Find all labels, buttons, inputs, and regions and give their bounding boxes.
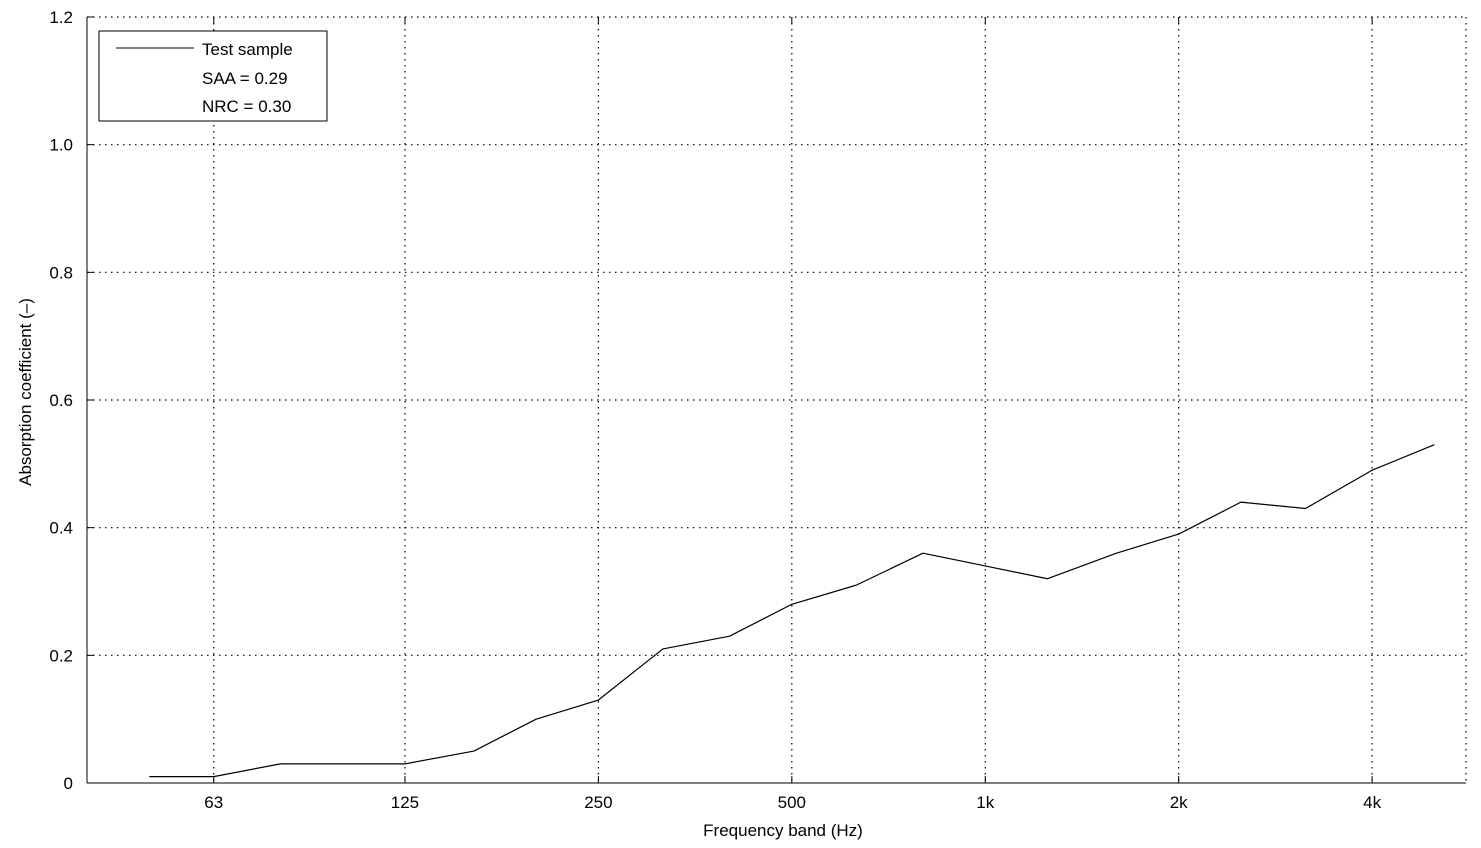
series-layer xyxy=(148,443,1436,778)
y-axis-title: Absorption coefficient (–) xyxy=(16,298,35,486)
legend-box xyxy=(98,30,328,122)
y-tick-label: 0 xyxy=(64,774,73,793)
data-point xyxy=(148,775,151,778)
data-point xyxy=(279,762,282,765)
plot-area xyxy=(87,17,1466,783)
data-point xyxy=(855,584,858,587)
data-point xyxy=(661,647,664,650)
data-point xyxy=(472,750,475,753)
x-axis-title: Frequency band (Hz) xyxy=(703,821,863,840)
data-point xyxy=(790,603,793,606)
x-tick-label: 500 xyxy=(778,793,806,812)
data-point xyxy=(1046,577,1049,580)
y-tick-label: 0.8 xyxy=(49,263,73,282)
data-point xyxy=(1371,469,1374,472)
x-tick-label: 1k xyxy=(976,793,994,812)
data-point xyxy=(1177,533,1180,536)
data-point xyxy=(728,635,731,638)
data-point xyxy=(1304,507,1307,510)
axes: 63 125 250 500 1k 2k 4k 0 0.2 0.4 0.6 0.8 1.0 1.2 xyxy=(49,8,1467,812)
legend-nrc-note: NRC = 0.30 xyxy=(202,97,291,116)
y-tick-label: 0.4 xyxy=(49,519,73,538)
data-point xyxy=(984,564,987,567)
data-point xyxy=(535,718,538,721)
data-point xyxy=(341,762,344,765)
y-tick-label: 1.0 xyxy=(49,136,73,155)
y-tick-label: 0.6 xyxy=(49,391,73,410)
data-point xyxy=(1239,501,1242,504)
data-point xyxy=(1433,443,1436,446)
data-point xyxy=(597,699,600,702)
legend-entry-label: Test sample xyxy=(202,40,293,59)
y-tick-label: 0.2 xyxy=(49,646,73,665)
y-tick-label: 1.2 xyxy=(49,8,73,27)
grid xyxy=(87,17,1466,783)
x-tick-label: 4k xyxy=(1363,793,1381,812)
legend-saa-note: SAA = 0.29 xyxy=(202,69,288,88)
x-tick-label: 63 xyxy=(204,793,223,812)
x-tick-label: 250 xyxy=(584,793,612,812)
data-point xyxy=(921,552,924,555)
series-line-0 xyxy=(149,444,1435,778)
data-point xyxy=(403,762,406,765)
x-tick-label: 2k xyxy=(1170,793,1188,812)
x-tick-label: 125 xyxy=(391,793,419,812)
data-point xyxy=(1115,552,1118,555)
data-point xyxy=(212,775,215,778)
legend: Test sample SAA = 0.29 NRC = 0.30 xyxy=(98,30,328,122)
